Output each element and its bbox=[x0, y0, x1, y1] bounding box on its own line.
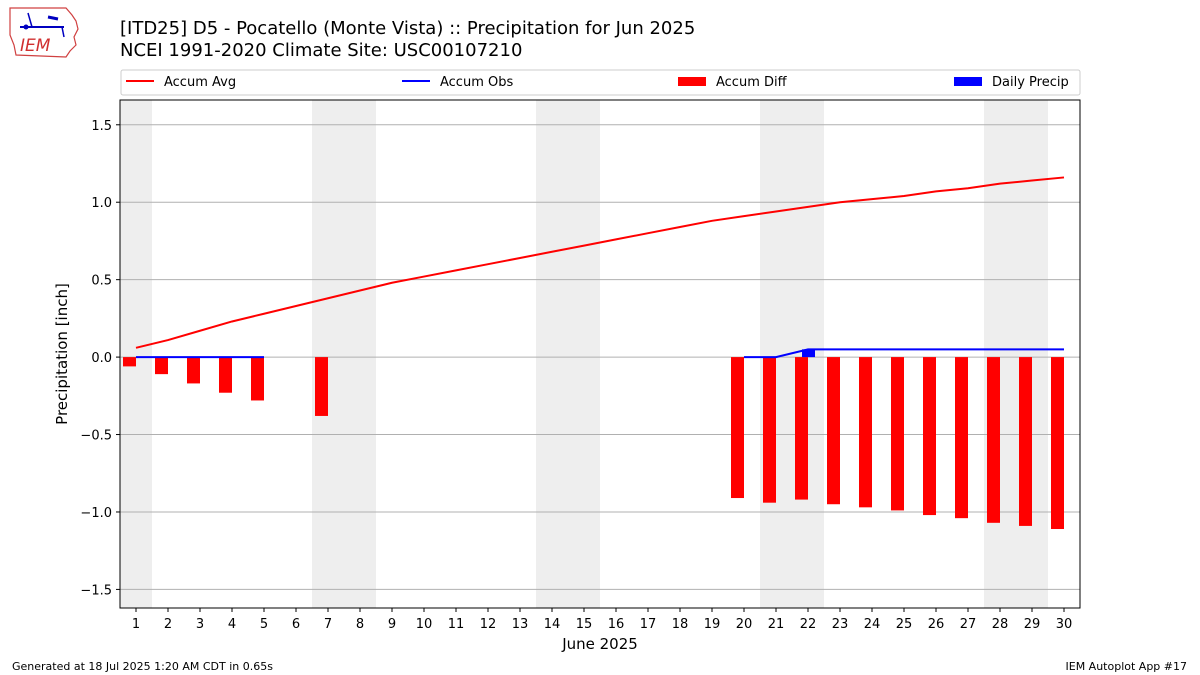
x-tick-label: 5 bbox=[260, 617, 268, 632]
x-tick-label: 12 bbox=[480, 617, 497, 632]
x-tick-label: 4 bbox=[228, 617, 236, 632]
legend-label: Accum Obs bbox=[440, 75, 513, 90]
x-tick-label: 24 bbox=[864, 617, 881, 632]
accum-diff-bar bbox=[923, 357, 936, 516]
y-tick-label: 0.0 bbox=[91, 351, 112, 366]
accum-diff-bar bbox=[731, 357, 744, 499]
legend-label: Accum Diff bbox=[716, 75, 788, 90]
accum-diff-bar bbox=[187, 357, 200, 384]
daily-precip-bar bbox=[802, 349, 815, 358]
x-tick-label: 28 bbox=[992, 617, 1009, 632]
weekend-band bbox=[312, 100, 376, 608]
y-axis-label: Precipitation [inch] bbox=[53, 283, 71, 425]
axis-ticks: −1.5−1.0−0.50.00.51.01.51 2 3 4 5 6 7 8 9 10 11 12 1… bbox=[80, 119, 1072, 632]
x-axis-label: June 2025 bbox=[561, 635, 638, 653]
accum-diff-bar bbox=[123, 357, 136, 367]
x-tick-label: 9 bbox=[388, 617, 396, 632]
gridlines bbox=[120, 124, 1080, 590]
legend-label: Accum Avg bbox=[164, 75, 236, 90]
y-tick-label: −1.5 bbox=[80, 583, 112, 598]
y-tick-label: 1.5 bbox=[91, 119, 112, 134]
x-tick-label: 23 bbox=[832, 617, 849, 632]
app-label: IEM Autoplot App #17 bbox=[1065, 660, 1188, 673]
x-tick-label: 7 bbox=[324, 617, 332, 632]
x-tick-label: 11 bbox=[448, 617, 465, 632]
x-tick-label: 18 bbox=[672, 617, 689, 632]
weekend-band bbox=[536, 100, 600, 608]
legend-swatch-bar bbox=[954, 77, 982, 86]
x-tick-label: 16 bbox=[608, 617, 625, 632]
chart-title: [ITD25] D5 - Pocatello (Monte Vista) :: … bbox=[120, 18, 696, 39]
lines bbox=[135, 176, 1065, 359]
x-tick-label: 21 bbox=[768, 617, 785, 632]
y-tick-label: 0.5 bbox=[91, 274, 112, 289]
iem-logo: IEM bbox=[9, 7, 79, 58]
x-tick-label: 1 bbox=[132, 617, 140, 632]
x-tick-label: 3 bbox=[196, 617, 204, 632]
x-tick-label: 27 bbox=[960, 617, 977, 632]
accum-diff-bar bbox=[795, 357, 808, 500]
x-tick-label: 2 bbox=[164, 617, 172, 632]
accum-diff-bar bbox=[891, 357, 904, 511]
accum-diff-bar bbox=[1051, 357, 1064, 530]
x-tick-label: 26 bbox=[928, 617, 945, 632]
logo-text: IEM bbox=[20, 36, 51, 56]
x-tick-label: 25 bbox=[896, 617, 913, 632]
x-tick-label: 13 bbox=[512, 617, 529, 632]
bars bbox=[123, 349, 1064, 530]
x-tick-label: 10 bbox=[416, 617, 433, 632]
legend-box bbox=[120, 69, 1081, 96]
accum-diff-bar bbox=[155, 357, 168, 375]
chart-subtitle: NCEI 1991-2020 Climate Site: USC00107210 bbox=[120, 40, 523, 61]
accum-diff-bar bbox=[987, 357, 1000, 523]
accum-diff-bar bbox=[219, 357, 232, 393]
legend-label: Daily Precip bbox=[992, 75, 1069, 90]
iowa-outline-icon bbox=[9, 7, 79, 58]
y-tick-label: 1.0 bbox=[91, 196, 112, 211]
x-tick-label: 15 bbox=[576, 617, 593, 632]
accum-diff-bar bbox=[251, 357, 264, 401]
weekend-band bbox=[120, 100, 152, 608]
accum-diff-bar bbox=[1019, 357, 1032, 526]
accum-diff-bar bbox=[859, 357, 872, 508]
x-tick-label: 8 bbox=[356, 617, 364, 632]
x-tick-label: 29 bbox=[1024, 617, 1041, 632]
accum-diff-bar bbox=[315, 357, 328, 416]
x-tick-label: 6 bbox=[292, 617, 300, 632]
x-tick-label: 17 bbox=[640, 617, 657, 632]
generated-timestamp: Generated at 18 Jul 2025 1:20 AM CDT in … bbox=[12, 660, 273, 673]
weekend-shading bbox=[120, 100, 1048, 608]
plot-frame bbox=[119, 99, 1081, 609]
y-tick-label: −0.5 bbox=[80, 429, 112, 444]
weekend-band bbox=[984, 100, 1048, 608]
x-tick-label: 19 bbox=[704, 617, 721, 632]
accum-diff-bar bbox=[955, 357, 968, 519]
y-tick-label: −1.0 bbox=[80, 506, 112, 521]
accum-diff-bar bbox=[827, 357, 840, 505]
accum-diff-bar bbox=[763, 357, 776, 503]
legend-swatch-bar bbox=[678, 77, 706, 86]
x-tick-label: 22 bbox=[800, 617, 817, 632]
accum-obs-line bbox=[744, 348, 1064, 359]
x-tick-label: 14 bbox=[544, 617, 561, 632]
x-tick-label: 20 bbox=[736, 617, 753, 632]
accum-avg-line bbox=[135, 176, 1065, 349]
legend: Accum Avg Accum Obs Accum Diff Daily Precip bbox=[120, 69, 1081, 96]
x-tick-label: 30 bbox=[1056, 617, 1073, 632]
